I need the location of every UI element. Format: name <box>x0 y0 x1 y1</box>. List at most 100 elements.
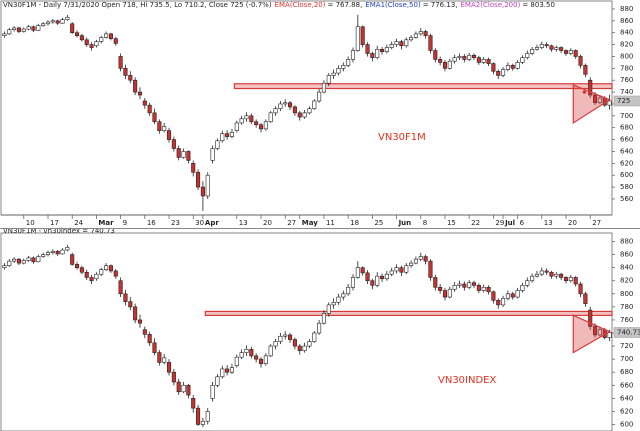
candle-body <box>50 20 55 23</box>
x-tick-label: Jul <box>504 219 515 227</box>
candle-body <box>234 122 239 131</box>
candle-body <box>200 420 205 425</box>
x-tick-label: Mar <box>98 219 114 227</box>
candle-body <box>554 47 559 50</box>
candle-body <box>74 264 80 268</box>
header-title: VN30F1M - Daily 7/31/2020 Open 718, Hi 7… <box>3 1 272 9</box>
indicator-value: = 776.13, <box>423 1 458 9</box>
candle-body <box>113 38 118 44</box>
candle-body <box>181 151 186 158</box>
candle-body <box>578 56 583 66</box>
candle-body <box>273 108 278 114</box>
candle-body <box>21 28 26 32</box>
header-title: VN30F1M - vn30index = 740.73 <box>3 227 115 235</box>
candle-body <box>225 368 230 373</box>
candle-body <box>128 301 133 308</box>
candle-body <box>573 277 578 285</box>
marker-dot <box>582 90 587 94</box>
candle-body <box>559 47 564 51</box>
candle-body <box>26 26 31 30</box>
candle-body <box>229 132 235 137</box>
candle-body <box>137 91 143 96</box>
candle-body <box>568 277 573 282</box>
candle-body <box>239 352 244 358</box>
candle-body <box>467 282 472 288</box>
x-tick-label: 9 <box>123 219 127 227</box>
candle-body <box>55 20 60 24</box>
candle-body <box>16 27 21 32</box>
candle-body <box>118 56 123 69</box>
candle-body <box>409 37 414 41</box>
x-tick-label: 22 <box>471 219 480 227</box>
candle-body <box>588 79 593 96</box>
candle-body <box>597 97 602 104</box>
candle-body <box>12 27 17 31</box>
candle-body <box>166 130 172 140</box>
candle-body <box>7 260 12 267</box>
candle-body <box>520 285 525 291</box>
candle-body <box>379 275 385 280</box>
candle-body <box>404 39 409 47</box>
candle-body <box>423 256 428 262</box>
candle-body <box>317 322 322 334</box>
candle-body <box>191 398 196 409</box>
candle-body <box>607 100 612 106</box>
candle-body <box>481 59 486 63</box>
y-tick-label: 820 <box>620 41 633 49</box>
candle-body <box>84 39 89 45</box>
candle-body <box>210 148 215 161</box>
candle-body <box>486 59 491 64</box>
candle-body <box>583 293 588 304</box>
candle-body <box>142 329 147 335</box>
candle-body <box>292 339 297 347</box>
candle-body <box>476 57 481 63</box>
candle-body <box>21 260 26 264</box>
candle-body <box>399 267 404 273</box>
candle-body <box>544 44 549 47</box>
candle-body <box>428 260 433 278</box>
candle-body <box>375 275 380 286</box>
y-tick-label: 620 <box>620 407 633 415</box>
x-tick-label: Jun <box>398 219 412 227</box>
triangle-pattern <box>572 84 611 125</box>
candle-body <box>360 267 365 274</box>
candle-body <box>254 355 259 360</box>
candle-body <box>418 256 423 260</box>
indicator-name: EMA2(Close,200) <box>461 1 521 9</box>
y-tick-label: 760 <box>620 76 633 84</box>
resistance-band <box>204 310 613 316</box>
candle-body <box>258 358 264 365</box>
candle-body <box>186 384 191 396</box>
candle-body <box>442 62 448 69</box>
candle-body <box>525 280 530 286</box>
candle-body <box>588 309 593 327</box>
candle-body <box>307 341 312 347</box>
candle-body <box>467 54 472 60</box>
candle-body <box>384 47 389 52</box>
candle-body <box>505 293 510 299</box>
candle-body <box>365 272 370 282</box>
chart-annotation: VN30INDEX <box>438 375 496 386</box>
candle-body <box>191 163 196 173</box>
candle-body <box>530 275 535 282</box>
candle-body <box>307 108 312 114</box>
candle-body <box>510 293 515 298</box>
candle-body <box>481 286 486 291</box>
candle-body <box>341 65 346 69</box>
candle-body <box>360 26 365 45</box>
candle-body <box>292 106 297 114</box>
y-tick-label: 720 <box>620 342 633 350</box>
candle-body <box>210 384 215 399</box>
candle-body <box>249 349 254 357</box>
candle-body <box>423 31 428 36</box>
candle-body <box>384 273 389 280</box>
candle-body <box>263 121 268 130</box>
candle-body <box>573 50 578 57</box>
candle-body <box>375 49 380 58</box>
candle-body <box>520 57 525 63</box>
x-tick-label: 18 <box>350 219 359 227</box>
candle-body <box>162 357 167 363</box>
candle-body <box>162 126 167 131</box>
candle-body <box>65 247 70 251</box>
candle-body <box>510 65 515 69</box>
